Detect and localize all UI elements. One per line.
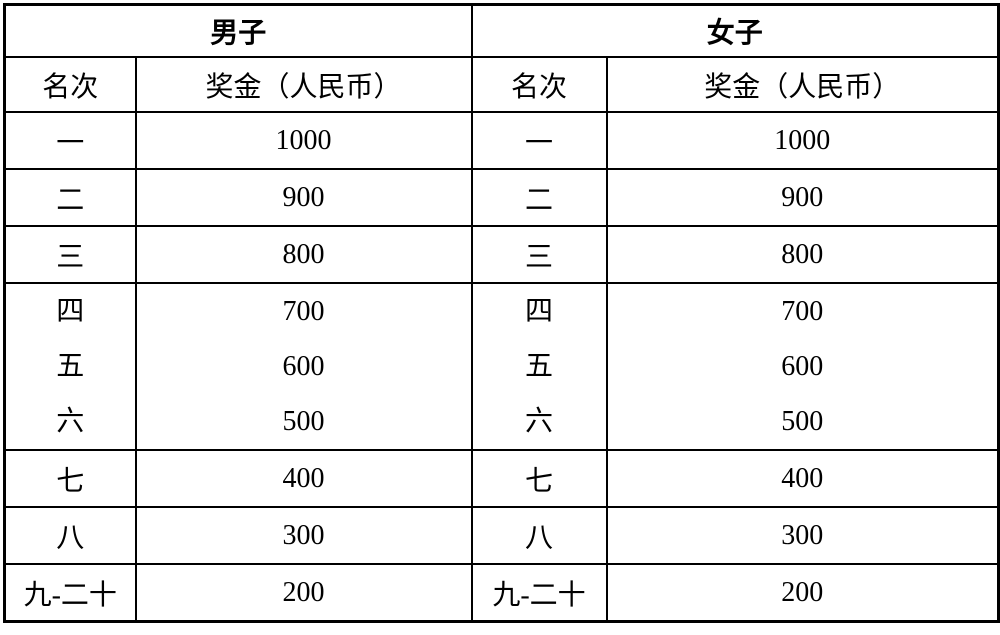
rank-cell: 七	[470, 449, 608, 508]
prize-cell: 400	[605, 449, 1000, 508]
prize-cell: 1000	[605, 111, 1000, 170]
table-row: 八 300 八 300	[3, 506, 1000, 565]
prize-cell: 400	[134, 449, 473, 508]
rank-cell: 一	[3, 111, 137, 170]
rank-cell: 二	[3, 168, 137, 227]
rank-cell: 一	[470, 111, 608, 170]
prize-table: 男子 女子 名次 奖金（人民币） 名次 奖金（人民币） 一 1000 一 100…	[3, 3, 1000, 623]
table-row: 二 900 二 900	[3, 168, 1000, 227]
rank-header-men: 名次	[3, 56, 137, 113]
prize-cell: 300	[134, 506, 473, 565]
table-row-group-headers: 男子 女子	[3, 3, 1000, 58]
rank-line: 六	[525, 406, 554, 437]
rank-line: 六	[56, 406, 85, 437]
prize-cell: 300	[605, 506, 1000, 565]
rank-cell-merged: 四 五 六	[3, 282, 137, 451]
rank-line: 四	[525, 296, 554, 327]
prize-line: 600	[781, 351, 824, 382]
prize-cell: 800	[134, 225, 473, 284]
table-row-sub-headers: 名次 奖金（人民币） 名次 奖金（人民币）	[3, 56, 1000, 113]
rank-cell: 九-二十	[3, 563, 137, 623]
rank-cell-merged: 四 五 六	[470, 282, 608, 451]
rank-cell: 九-二十	[470, 563, 608, 623]
prize-header-men: 奖金（人民币）	[134, 56, 473, 113]
group-header-men: 男子	[3, 3, 473, 58]
rank-cell: 三	[470, 225, 608, 284]
prize-line: 700	[781, 296, 824, 327]
rank-cell: 二	[470, 168, 608, 227]
rank-line: 五	[56, 351, 85, 382]
prize-header-women: 奖金（人民币）	[605, 56, 1000, 113]
prize-line: 500	[282, 406, 325, 437]
prize-cell-merged: 700 600 500	[605, 282, 1000, 451]
rank-line: 五	[525, 351, 554, 382]
prize-cell: 200	[605, 563, 1000, 623]
prize-cell: 900	[605, 168, 1000, 227]
table-row: 九-二十 200 九-二十 200	[3, 563, 1000, 623]
prize-cell: 200	[134, 563, 473, 623]
prize-cell: 1000	[134, 111, 473, 170]
prize-line: 500	[781, 406, 824, 437]
rank-cell: 七	[3, 449, 137, 508]
table-row: 七 400 七 400	[3, 449, 1000, 508]
rank-cell: 八	[3, 506, 137, 565]
prize-line: 700	[282, 296, 325, 327]
table-row: 三 800 三 800	[3, 225, 1000, 284]
table-row-merged: 四 五 六 700 600 500 四 五 六 700 600 500	[3, 282, 1000, 451]
rank-header-women: 名次	[470, 56, 608, 113]
prize-line: 600	[282, 351, 325, 382]
table-row: 一 1000 一 1000	[3, 111, 1000, 170]
rank-line: 四	[56, 296, 85, 327]
group-header-women: 女子	[470, 3, 1000, 58]
rank-cell: 三	[3, 225, 137, 284]
prize-cell: 900	[134, 168, 473, 227]
rank-cell: 八	[470, 506, 608, 565]
prize-cell-merged: 700 600 500	[134, 282, 473, 451]
prize-cell: 800	[605, 225, 1000, 284]
